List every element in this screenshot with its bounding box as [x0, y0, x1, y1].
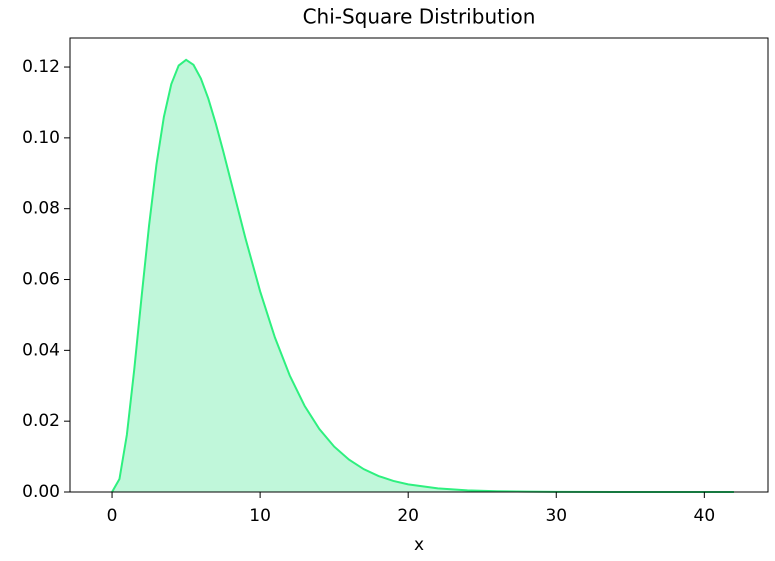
y-tick-label: 0.08: [22, 199, 60, 219]
chart-title: Chi-Square Distribution: [303, 5, 536, 29]
x-tick-label: 20: [397, 506, 419, 526]
y-tick-label: 0.02: [22, 411, 60, 431]
y-tick-label: 0.06: [22, 270, 60, 290]
x-tick-label: 30: [545, 506, 567, 526]
y-tick-label: 0.00: [22, 482, 60, 502]
plot-frame: [69, 37, 769, 493]
line: [111, 58, 734, 493]
x-tick-label: 0: [107, 506, 118, 526]
x-tick-label: 10: [249, 506, 271, 526]
x-axis-label: x: [414, 535, 424, 555]
y-tick-label: 0.12: [22, 57, 60, 77]
x-tick-label: 40: [694, 506, 716, 526]
area: [112, 59, 734, 493]
y-tick-label: 0.10: [22, 128, 60, 148]
y-tick-label: 0.04: [22, 340, 60, 360]
